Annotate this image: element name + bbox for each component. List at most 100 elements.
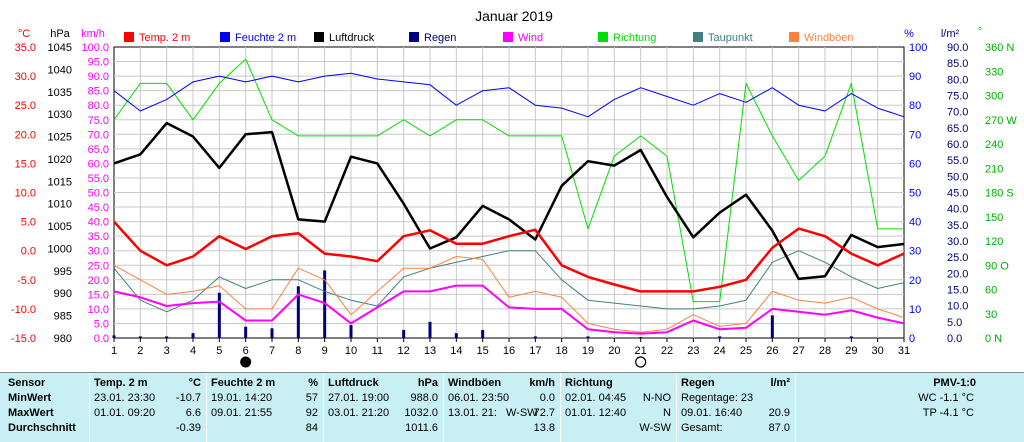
stats-gusts-max-dir: W-SW [506, 407, 538, 419]
rain-axis-tick: 15.0 [947, 285, 968, 297]
x-tick-label: 29 [845, 345, 857, 357]
pressure-axis-tick: 985 [54, 311, 72, 323]
temp-axis-tick: 0.0 [21, 246, 36, 258]
stats-row-max: MaxWert [8, 407, 54, 419]
humidity-axis-tick: 20 [909, 275, 921, 287]
stats-direction: Richtung 02.01. 04:45 N-NO 01.01. 12:40 … [561, 373, 675, 442]
statistics-panel: Sensor MinWert MaxWert Durchschnitt Temp… [0, 372, 1024, 442]
stats-temp: Temp. 2 m °C 23.01. 23:30 -10.7 01.01. 0… [90, 373, 205, 442]
wind-axis-tick: 45.0 [88, 202, 109, 214]
legend-label: Regen [424, 32, 456, 44]
x-axis: 1 2 3 4 5 6 7 8 9 10 11 12 13 14 15 16 17 18 19 20 21 22 23 24 2… [111, 338, 910, 357]
rain-bar [217, 292, 221, 338]
stats-sensor: Sensor MinWert MaxWert Durchschnitt [6, 373, 86, 442]
stats-temp-avg: -0.39 [175, 422, 201, 434]
grid [114, 47, 904, 338]
legend-swatch [124, 32, 134, 42]
stats-rain-total-val: 87.0 [768, 422, 790, 434]
legend-swatch [314, 32, 324, 42]
temp-axis-tick: -5.0 [17, 275, 36, 287]
series-line-taupunkt [113, 250, 905, 313]
new-moon-icon [240, 356, 252, 368]
series-line-richtung [113, 58, 904, 303]
stats-temp-title: Temp. 2 m [94, 377, 148, 389]
stats-temp-unit: °C [188, 377, 201, 389]
direction-axis-tick: 150 [985, 212, 1003, 224]
stats-pressure-min-val: 988.0 [410, 392, 438, 404]
legend-label: Feuchte 2 m [235, 32, 296, 44]
rain-axis-tick: 40.0 [947, 204, 968, 216]
direction-axis-tick: 360 N [985, 42, 1014, 54]
stats-gusts-min-val: 0.0 [539, 392, 555, 404]
direction-axis-tick: 210 [985, 163, 1003, 175]
wind-axis-tick: 40.0 [88, 217, 109, 229]
wind-axis-tick: 70.0 [88, 129, 109, 141]
stats-direction-max-time: 01.01. 12:40 [565, 407, 627, 419]
wind-axis-tick: 20.0 [88, 275, 109, 287]
legend-swatch [409, 32, 419, 42]
x-tick-label: 19 [582, 345, 594, 357]
stats-rain-unit: l/m² [770, 377, 790, 389]
x-tick-label: 7 [269, 345, 275, 357]
rain-axis-tick: 30.0 [947, 236, 968, 248]
pressure-axis-tick: 1030 [48, 109, 72, 121]
rain-axis-tick: 10.0 [947, 301, 968, 313]
series-lines [113, 58, 905, 335]
rain-axis-tick: 80.0 [947, 74, 968, 86]
stats-row-min: MinWert [8, 392, 52, 404]
rain-axis-tick: 90.0 [947, 42, 968, 54]
x-tick-label: 8 [295, 345, 301, 357]
legend-swatch [503, 32, 513, 42]
stats-pmv-wc: WC -1.1 °C [918, 392, 974, 404]
rain-bar [191, 333, 195, 338]
stats-humidity-title: Feuchte 2 m [211, 377, 276, 389]
wind-axis-tick: 15.0 [88, 289, 109, 301]
stats-direction-min-val: N-NO [642, 392, 671, 404]
temp-axis-tick: 15.0 [15, 158, 36, 170]
pressure-axis-tick: 1010 [48, 199, 72, 211]
rain-bar [481, 329, 485, 338]
stats-direction-min-time: 02.01. 04:45 [565, 392, 627, 404]
x-tick-label: 4 [190, 345, 196, 357]
wind-axis-tick: 10.0 [88, 304, 109, 316]
wind-axis-tick: 85.0 [88, 86, 109, 98]
stats-gusts-title: Windböen [448, 377, 502, 389]
chart-title: Januar 2019 [475, 8, 553, 24]
rain-bar [165, 336, 169, 338]
legend-label: Taupunkt [708, 32, 753, 44]
x-tick-label: 25 [740, 345, 752, 357]
rain-axis-tick: 75.0 [947, 91, 968, 103]
stats-pmv-title: PMV-1:0 [933, 377, 976, 389]
stats-rain: Regen l/m² Regentage: 23 09.01. 16:40 20… [677, 373, 794, 442]
wind-axis-tick: 95.0 [88, 57, 109, 69]
x-tick-label: 22 [661, 345, 673, 357]
stats-gusts-unit: km/h [529, 377, 555, 389]
stats-rain-title: Regen [681, 377, 715, 389]
rain-axis-tick: 45.0 [947, 188, 968, 200]
humidity-axis-tick: 90 [909, 71, 921, 83]
temp-axis-tick: 30.0 [15, 71, 36, 83]
stats-temp-max-time: 01.01. 09:20 [94, 407, 156, 419]
legend-label: Temp. 2 m [139, 32, 190, 44]
stats-humidity-avg: 84 [305, 422, 318, 434]
rain-bar [402, 329, 406, 338]
legend-swatch [693, 32, 703, 42]
axis-unit-rain: l/m² [941, 28, 960, 40]
rain-axis-tick: 20.0 [947, 268, 968, 280]
direction-axis-tick: 300 [985, 91, 1003, 103]
rain-axis-tick: 70.0 [947, 107, 968, 119]
pressure-axis-tick: 980 [54, 333, 72, 345]
wind-axis-tick: 35.0 [88, 231, 109, 243]
wind-axis-tick: 5.0 [94, 318, 109, 330]
stats-gusts-max-time: 13.01. 21: [448, 407, 497, 419]
legend-swatch [220, 32, 230, 42]
wind-axis-tick: 0.0 [94, 333, 109, 345]
x-tick-label: 10 [345, 345, 357, 357]
axis-unit-humidity: % [904, 28, 914, 40]
rain-axis-tick: 55.0 [947, 155, 968, 167]
stats-pressure-max-time: 03.01. 21:20 [328, 407, 390, 419]
series-line-luftdruck [113, 121, 905, 281]
stats-sensor-title: Sensor [8, 377, 46, 389]
x-tick-label: 1 [111, 345, 117, 357]
series-line-wind [113, 284, 905, 335]
